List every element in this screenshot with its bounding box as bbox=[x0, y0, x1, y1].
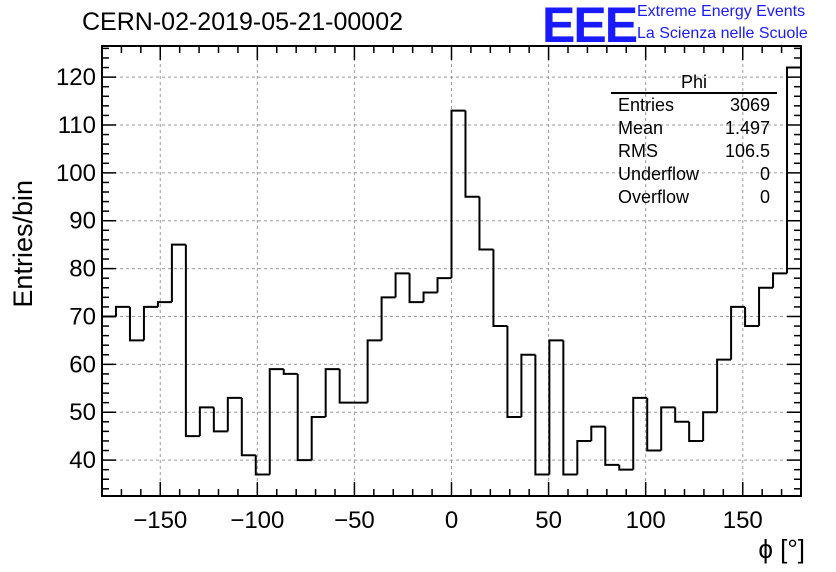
histogram-bin bbox=[254, 455, 270, 476]
histogram-bin bbox=[380, 296, 396, 341]
y-tick-label: 40 bbox=[69, 447, 96, 474]
histogram-bin bbox=[646, 397, 662, 452]
histogram-bin bbox=[548, 339, 564, 475]
histogram-bin bbox=[310, 416, 326, 461]
stats-row-mean: Mean 1.497 bbox=[611, 117, 777, 140]
x-tick-label: 50 bbox=[535, 507, 562, 534]
stats-label: Entries bbox=[618, 95, 675, 115]
stats-row-underflow: Underflow 0 bbox=[611, 163, 777, 186]
histogram-bin bbox=[450, 109, 466, 279]
stats-title: Phi bbox=[611, 72, 777, 94]
histogram-bin bbox=[772, 272, 788, 288]
histogram-bin bbox=[436, 277, 452, 293]
stats-value: 1.497 bbox=[724, 118, 770, 138]
y-tick-label: 100 bbox=[56, 160, 96, 187]
eee-logo: EEE bbox=[542, 0, 638, 53]
stats-value: 3069 bbox=[729, 95, 770, 115]
histogram-bin bbox=[366, 339, 382, 403]
stats-value: 0 bbox=[759, 164, 770, 184]
histogram-bin bbox=[324, 368, 340, 418]
histogram-bin bbox=[730, 305, 746, 360]
histogram-bin bbox=[170, 243, 186, 303]
x-tick-label: 150 bbox=[723, 507, 763, 534]
histogram-bin bbox=[506, 326, 522, 419]
histogram-bin bbox=[226, 396, 242, 432]
histogram-bin bbox=[632, 396, 648, 470]
histogram-bin bbox=[758, 286, 774, 327]
histogram-bin bbox=[534, 354, 550, 476]
stats-label: Mean bbox=[618, 118, 664, 138]
histogram-bin bbox=[338, 369, 354, 404]
histogram-bin bbox=[520, 353, 536, 418]
histogram-bin bbox=[408, 273, 424, 304]
chart-title: CERN-02-2019-05-21-00002 bbox=[82, 8, 404, 36]
x-tick-label: 100 bbox=[626, 507, 666, 534]
histogram-bin bbox=[114, 305, 130, 317]
x-tick-label: −50 bbox=[334, 507, 375, 534]
stats-value: 106.5 bbox=[724, 141, 770, 161]
y-tick-label: 80 bbox=[69, 256, 96, 283]
histogram-bin bbox=[240, 397, 256, 457]
histogram-bin bbox=[422, 291, 438, 303]
histogram-bin bbox=[492, 249, 508, 328]
axes bbox=[101, 45, 802, 497]
x-tick-label: 0 bbox=[445, 507, 458, 534]
y-tick-label: 110 bbox=[58, 112, 96, 139]
histogram-bin bbox=[212, 407, 228, 433]
histogram-bin bbox=[576, 439, 592, 475]
histogram-bin bbox=[702, 411, 718, 441]
histogram-bin bbox=[184, 244, 200, 438]
stats-label: Overflow bbox=[618, 187, 690, 207]
histogram-bin bbox=[716, 358, 732, 413]
histogram-bin bbox=[744, 306, 760, 328]
y-tick-label: 120 bbox=[56, 64, 96, 91]
histogram-bin bbox=[394, 272, 410, 298]
stats-label: Underflow bbox=[618, 164, 700, 184]
x-axis-label: ϕ [°] bbox=[758, 534, 805, 564]
stats-row-overflow: Overflow 0 bbox=[611, 186, 777, 209]
y-tick-label: 90 bbox=[69, 208, 96, 235]
logo-line-2: La Scienza nelle Scuole bbox=[637, 25, 808, 42]
x-tick-label: −150 bbox=[133, 507, 187, 534]
histogram-bin bbox=[688, 421, 704, 442]
histogram-bin bbox=[604, 426, 620, 466]
stats-value: 0 bbox=[759, 187, 770, 207]
histogram-bin bbox=[156, 301, 172, 307]
histogram-bin bbox=[618, 464, 634, 471]
histogram-bin bbox=[142, 305, 158, 341]
stats-row-rms: RMS 106.5 bbox=[611, 140, 777, 163]
histogram-bin bbox=[660, 406, 676, 451]
y-axis-label: Entries/bin bbox=[8, 180, 38, 308]
histogram-bin bbox=[562, 340, 578, 476]
histogram-bin bbox=[296, 373, 312, 462]
y-tick-label: 50 bbox=[69, 399, 96, 426]
histogram-bin bbox=[198, 406, 214, 437]
histogram-bin bbox=[282, 369, 298, 375]
x-tick-label: −100 bbox=[230, 507, 284, 534]
histogram-bin bbox=[268, 368, 284, 475]
histogram-bin bbox=[478, 196, 494, 251]
stats-box: Phi Entries 3069 Mean 1.497 RMS 106.5 Un… bbox=[611, 72, 777, 209]
stats-label: RMS bbox=[618, 141, 658, 161]
stats-row-entries: Entries 3069 bbox=[611, 94, 777, 117]
histogram-bin bbox=[464, 110, 480, 198]
y-tick-label: 60 bbox=[69, 351, 96, 378]
logo-line-1: Extreme Energy Events bbox=[637, 3, 806, 20]
histogram-bin bbox=[674, 407, 690, 423]
tick-labels: −150 −100 −50 0 50 100 150 40 50 60 70 80 90 100 110 12… bbox=[56, 64, 763, 534]
histogram-bin bbox=[128, 306, 144, 342]
y-tick-label: 70 bbox=[69, 303, 96, 330]
histogram-bin bbox=[590, 425, 606, 441]
